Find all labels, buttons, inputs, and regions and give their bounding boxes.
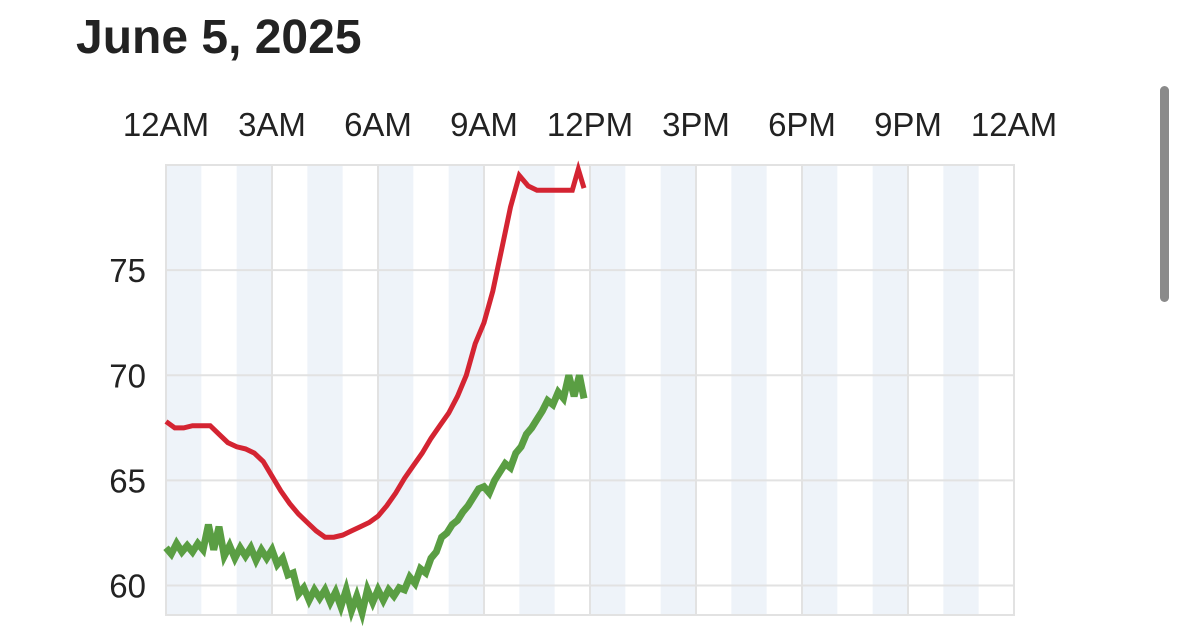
x-tick-label: 12PM — [547, 106, 633, 143]
x-tick-label: 6PM — [768, 106, 836, 143]
series-lines — [163, 160, 588, 627]
hour-band — [236, 165, 272, 615]
x-tick-label: 12AM — [123, 106, 209, 143]
x-tick-label: 9PM — [874, 106, 942, 143]
temperature-line — [164, 160, 587, 540]
hour-band — [590, 165, 626, 615]
hour-band — [731, 165, 767, 615]
hour-band — [660, 165, 696, 615]
y-tick-label: 60 — [109, 568, 146, 605]
y-tick-label: 70 — [109, 357, 146, 394]
hour-band — [872, 165, 908, 615]
y-tick-label: 65 — [109, 462, 146, 499]
hour-band — [307, 165, 343, 615]
x-tick-label: 3AM — [238, 106, 306, 143]
page-title: June 5, 2025 — [76, 11, 362, 64]
dew-point-line — [163, 374, 588, 627]
vertical-scrollbar[interactable] — [1160, 86, 1169, 302]
grid-lines — [165, 164, 1015, 616]
hour-band — [519, 165, 555, 615]
x-tick-label: 9AM — [450, 106, 518, 143]
x-axis-tick-labels: 12AM 3AM 6AM 9AM 12PM 3PM 6PM 9PM 12AM — [123, 106, 1057, 143]
plot-border — [165, 164, 1015, 616]
x-tick-label: 3PM — [662, 106, 730, 143]
hour-bands — [166, 165, 979, 615]
y-axis-tick-labels: 60 65 70 75 — [109, 252, 146, 604]
y-tick-label: 75 — [109, 252, 146, 289]
hour-band — [943, 165, 979, 615]
x-tick-label: 6AM — [344, 106, 412, 143]
hour-band — [166, 165, 202, 615]
hour-band — [802, 165, 838, 615]
hour-band — [448, 165, 484, 615]
x-tick-label: 12AM — [971, 106, 1057, 143]
hour-band — [378, 165, 414, 615]
